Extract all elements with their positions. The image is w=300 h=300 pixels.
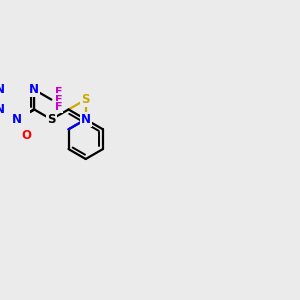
Text: N: N (81, 113, 91, 126)
Text: N: N (0, 83, 5, 96)
Text: F: F (55, 94, 62, 105)
Text: N: N (29, 83, 39, 96)
Text: O: O (22, 129, 32, 142)
Text: F: F (55, 87, 62, 98)
Text: N: N (12, 113, 22, 126)
Text: S: S (81, 93, 90, 106)
Text: N: N (0, 103, 5, 116)
Text: S: S (47, 113, 56, 126)
Text: F: F (55, 102, 62, 112)
